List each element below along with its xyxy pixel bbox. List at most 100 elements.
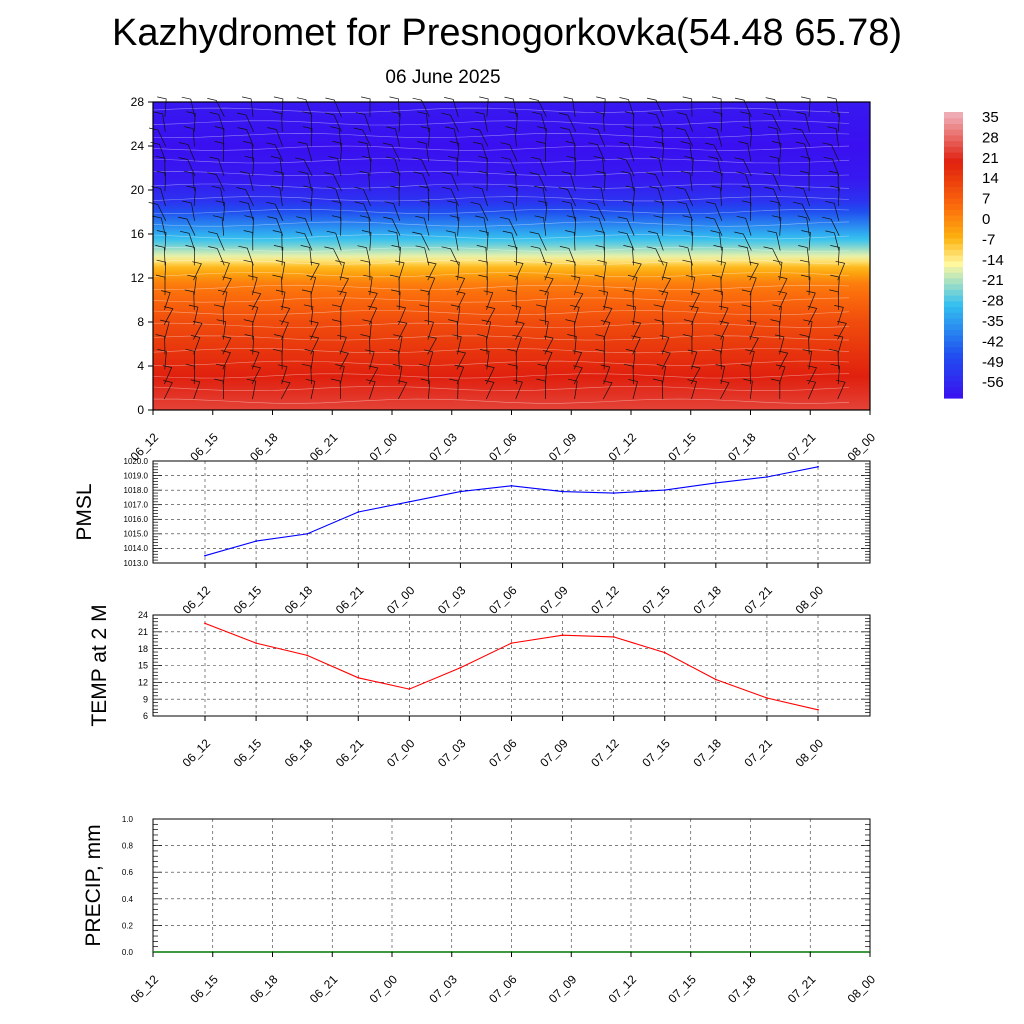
- line-panel: 1013.0 1014.0 1015.0 1016.0 1017.0 1018.0 1019…: [73, 457, 871, 617]
- heatmap-x-tick-label: 06_15: [187, 430, 221, 464]
- wind-barb: [304, 349, 314, 370]
- wind-barb: [719, 320, 730, 340]
- wind-barb: [573, 291, 584, 311]
- x-tick-label: 06_12: [180, 583, 214, 617]
- wind-barb: [559, 246, 576, 266]
- colorbar-swatch: [944, 352, 963, 359]
- y-tick-label: 6: [143, 711, 148, 721]
- wind-barb: [592, 185, 605, 207]
- y-tick-label: 0.2: [122, 921, 134, 930]
- wind-barb: [152, 215, 166, 236]
- wind-barb: [244, 155, 255, 177]
- series-line: [204, 622, 819, 711]
- heatmap-x-tick-label: 07_12: [606, 430, 640, 464]
- wind-barb: [565, 259, 576, 281]
- wind-barb: [391, 245, 401, 266]
- wind-barb: [383, 216, 401, 236]
- colorbar-swatch: [944, 357, 963, 365]
- wind-barb: [803, 319, 813, 340]
- y-tick-label: 1013.0: [124, 559, 149, 568]
- contour-line: [152, 373, 850, 379]
- wind-barb: [419, 363, 429, 385]
- colorbar-swatch: [944, 346, 963, 353]
- wind-barb: [325, 112, 342, 132]
- colorbar-label: -56: [982, 374, 1004, 391]
- wind-barb: [302, 126, 313, 147]
- colorbar-swatch: [944, 323, 963, 330]
- heatmap-y-tick-label: 4: [137, 359, 144, 373]
- contour-line: [152, 183, 850, 189]
- wind-barb: [713, 245, 723, 266]
- y-tick-label: 0.4: [122, 895, 134, 904]
- wind-barb: [236, 187, 254, 207]
- contour-line: [152, 246, 850, 252]
- x-tick-label: 06_15: [231, 583, 265, 617]
- y-tick-label: 15: [138, 661, 148, 671]
- y-tick-label: 0.0: [122, 948, 134, 957]
- wind-barb: [412, 97, 430, 117]
- wind-barb: [183, 170, 195, 192]
- heatmap-x-tick-label: 07_15: [665, 430, 699, 464]
- wind-barb: [420, 378, 431, 400]
- data-point: [766, 697, 768, 699]
- wind-barb: [705, 216, 723, 236]
- colorbar-swatch: [944, 220, 963, 227]
- wind-barb: [390, 274, 400, 296]
- wind-barb: [799, 334, 810, 355]
- wind-barb: [392, 364, 403, 385]
- x-tick-label: 07_00: [384, 583, 418, 617]
- contour-line: [153, 360, 850, 366]
- wind-barb: [530, 156, 547, 177]
- wind-barb: [301, 363, 312, 385]
- wind-barb: [738, 141, 752, 162]
- wind-barb: [309, 335, 320, 355]
- wind-barb: [455, 291, 466, 311]
- colorbar-swatch: [944, 123, 963, 130]
- wind-barb: [770, 319, 781, 340]
- wind-barb: [794, 186, 811, 207]
- wind-barb: [178, 216, 196, 236]
- wind-barb: [618, 231, 635, 251]
- wind-barb: [747, 320, 757, 340]
- contour-line: [152, 335, 850, 341]
- wind-barb: [180, 230, 196, 251]
- data-point: [663, 651, 666, 654]
- x-tick-label: 07_06: [486, 972, 520, 1006]
- wind-barb: [650, 156, 664, 177]
- wind-barb: [715, 364, 726, 385]
- wind-barb: [690, 365, 701, 385]
- wind-barb: [648, 231, 664, 251]
- colorbar-swatch: [944, 186, 963, 193]
- wind-barb: [534, 185, 547, 207]
- wind-barb: [544, 276, 554, 296]
- wind-barb: [771, 215, 782, 236]
- wind-barb: [588, 142, 606, 162]
- wind-barb: [626, 304, 636, 325]
- wind-barb: [275, 289, 286, 310]
- wind-barb: [485, 365, 495, 385]
- wind-barb: [508, 363, 518, 385]
- wind-barb: [706, 201, 723, 221]
- x-tick-label: 07_15: [639, 583, 673, 617]
- wind-barb: [339, 276, 350, 296]
- wind-barb: [833, 334, 844, 355]
- wind-barb: [654, 319, 664, 340]
- x-tick-label: 06_18: [282, 736, 316, 770]
- wind-barb: [272, 274, 283, 296]
- wind-barb: [680, 170, 693, 192]
- wind-barb: [588, 127, 606, 147]
- wind-barb: [449, 215, 460, 236]
- wind-barb: [646, 172, 664, 192]
- wind-barb: [214, 126, 225, 147]
- wind-barb: [359, 170, 371, 192]
- colorbar-swatch: [944, 380, 963, 388]
- wind-barb: [209, 156, 225, 177]
- x-tick-label: 07_09: [537, 583, 571, 617]
- x-tick-label: 07_21: [785, 972, 819, 1006]
- wind-barb: [240, 171, 254, 192]
- y-tick-label: 12: [138, 677, 148, 687]
- heatmap-y-tick-label: 12: [131, 271, 145, 285]
- wind-barb: [597, 259, 607, 281]
- wind-barb: [708, 156, 723, 177]
- wind-barb: [303, 185, 313, 207]
